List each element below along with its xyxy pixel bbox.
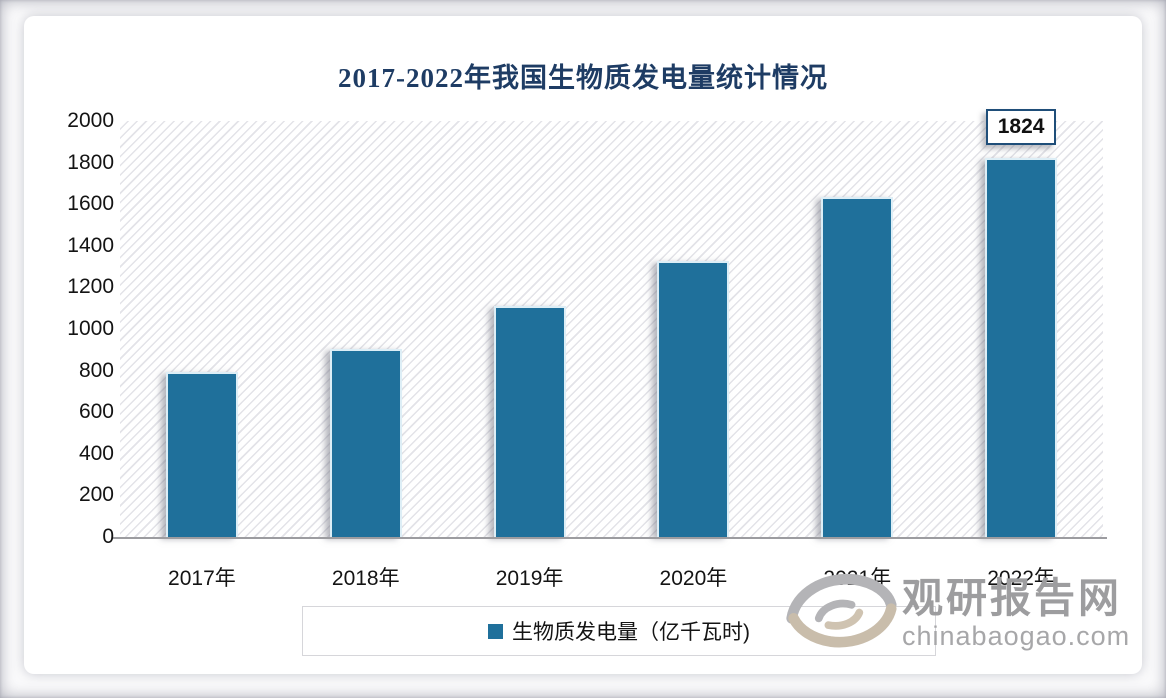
y-tick-label: 2000	[67, 109, 114, 132]
y-tick-label: 600	[78, 400, 114, 424]
plot-area: 1824	[120, 108, 1103, 537]
data-label-2022年: 1824	[986, 108, 1057, 145]
legend: 生物质发电量（亿千瓦时)	[302, 606, 936, 656]
y-tick-label: 1800	[67, 150, 114, 174]
bar-2022年	[985, 157, 1058, 537]
y-tick-label: 1200	[67, 275, 114, 299]
bar-2017年	[165, 371, 238, 537]
y-tick-label: 800	[78, 358, 114, 382]
y-tick-label: 200	[78, 483, 114, 507]
y-tick-label: 1600	[67, 192, 114, 216]
x-tick-label: 2022年	[987, 567, 1055, 590]
legend-label: 生物质发电量（亿千瓦时)	[512, 621, 750, 644]
y-tick-label: 1000	[67, 317, 114, 340]
bar-2020年	[657, 261, 730, 537]
x-tick-label: 2019年	[495, 567, 564, 590]
x-axis-labels: 2017年 2018年 2019年 2020年 2021年 2022年	[24, 16, 1142, 674]
x-tick-label: 2018年	[331, 567, 400, 590]
x-tick-label: 2017年	[168, 567, 236, 590]
x-tick-label: 2020年	[659, 567, 728, 590]
y-tick-label: 1400	[67, 233, 114, 257]
bar-2019年	[493, 305, 566, 537]
bar-2021年	[821, 196, 894, 537]
chart-title: 2017-2022年我国生物质发电量统计情况	[338, 63, 828, 93]
y-tick-label: 0	[102, 525, 114, 548]
y-axis-labels: 0 200 400 600 800 1000 1200 1400 1600 1800 2000	[30, 16, 114, 674]
chart-card: 2017-2022年我国生物质发电量统计情况 1824 0 200 400 600 80…	[24, 16, 1142, 674]
legend-marker-icon	[488, 623, 503, 639]
bar-2018年	[329, 348, 402, 537]
x-axis-line	[112, 537, 1107, 539]
x-tick-label: 2021年	[823, 567, 892, 590]
y-tick-label: 400	[78, 441, 114, 465]
